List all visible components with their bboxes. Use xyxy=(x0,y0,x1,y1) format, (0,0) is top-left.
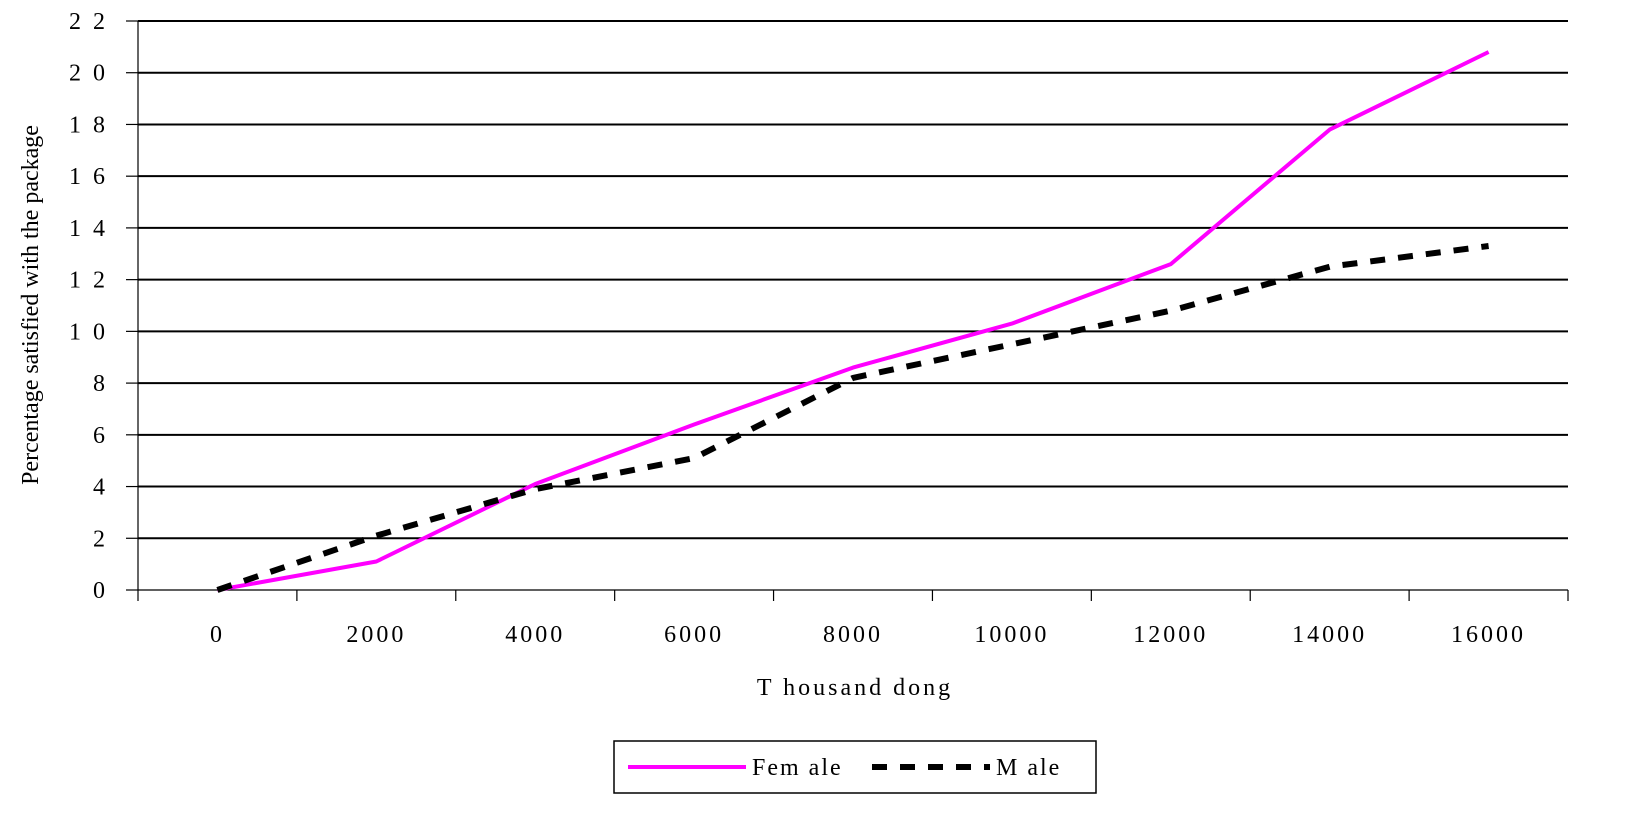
legend: Fem ale M ale xyxy=(613,740,1097,794)
legend-box xyxy=(613,740,1097,794)
series-lines xyxy=(216,50,1490,593)
y-tick-label: 2 2 xyxy=(69,9,108,35)
x-tick-label: 16000 xyxy=(1451,622,1526,648)
y-tick-label: 4 xyxy=(93,475,108,501)
legend-label-female: Fem ale xyxy=(752,755,843,781)
x-tick-label: 14000 xyxy=(1292,622,1367,648)
x-tick-labels: 0 2000 4000 6000 8000 10000 12000 14000 16000 xyxy=(210,622,1526,648)
y-tick-label: 1 2 xyxy=(69,268,108,294)
y-axis-title: Percentage satisfied with the package xyxy=(18,125,44,485)
y-tick-label: 0 xyxy=(93,578,108,604)
series-line-female xyxy=(217,50,1490,592)
x-tick-label: 2000 xyxy=(346,622,406,648)
y-tick-label: 2 0 xyxy=(69,61,108,87)
y-tick-labels: 0 2 4 6 8 1 0 1 2 1 4 1 6 1 8 2 0 2 2 xyxy=(69,9,108,604)
y-tick-label: 1 8 xyxy=(69,112,108,138)
y-tick-label: 6 xyxy=(93,423,108,449)
x-tick-label: 0 xyxy=(210,622,225,648)
y-tick-label: 1 0 xyxy=(69,319,108,345)
x-axis-title: T housand dong xyxy=(757,675,953,701)
axes xyxy=(126,20,1569,601)
x-tick-label: 10000 xyxy=(974,622,1049,648)
x-tick-label: 4000 xyxy=(505,622,565,648)
series-line-male xyxy=(216,243,1489,593)
legend-label-male: M ale xyxy=(996,755,1061,781)
y-tick-label: 1 6 xyxy=(69,164,108,190)
x-tick-label: 6000 xyxy=(664,622,724,648)
x-tick-label: 8000 xyxy=(823,622,883,648)
y-tick-label: 8 xyxy=(93,371,108,397)
grid-lines xyxy=(138,20,1568,540)
x-tick-label: 12000 xyxy=(1133,622,1208,648)
y-tick-label: 1 4 xyxy=(69,216,108,242)
y-tick-label: 2 xyxy=(93,526,108,552)
